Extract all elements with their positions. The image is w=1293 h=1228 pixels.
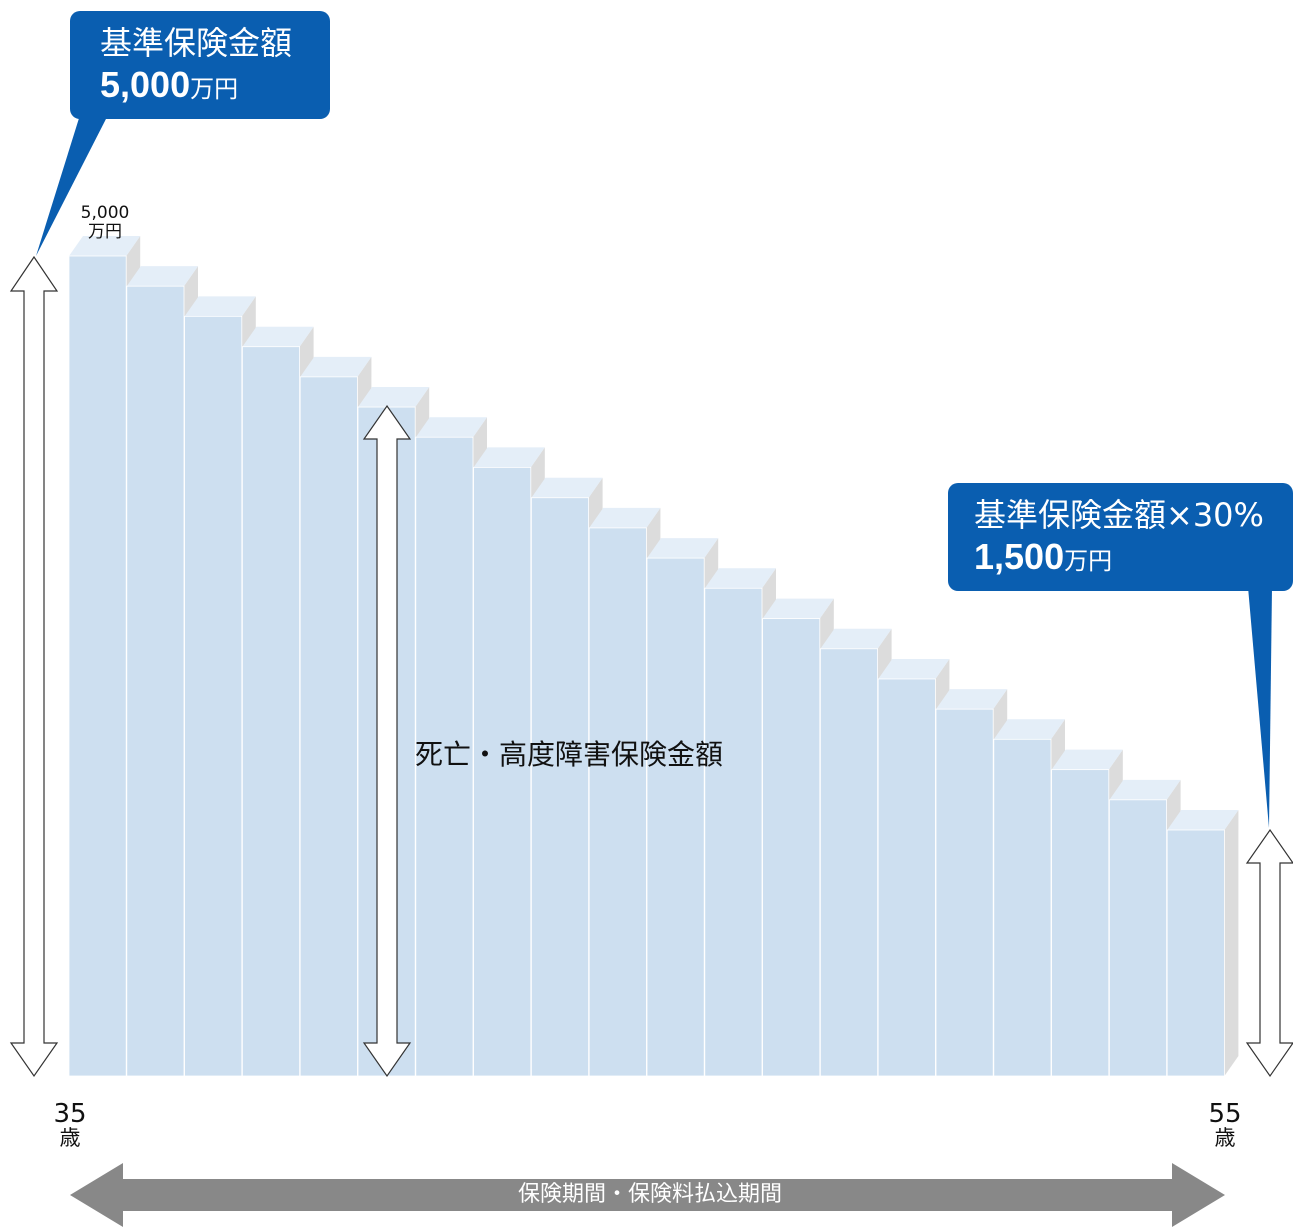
bar-top: [589, 507, 661, 528]
callout-right-title: 基準保険金額×30%: [974, 496, 1264, 534]
callout-left-unit: 万円: [190, 75, 239, 103]
callout-left-amount-line: 5,000万円: [100, 63, 330, 114]
bar-top: [415, 417, 487, 438]
period-arrow: [70, 1163, 1225, 1227]
bar-top: [69, 236, 141, 256]
start-age-value: 35: [53, 1099, 87, 1129]
callout-minimum-amount: 基準保険金額×30% 1,500万円: [948, 483, 1293, 591]
full-amount-double-arrow: [9, 255, 59, 1078]
bar-front: [299, 376, 358, 1077]
callout-right-amount-line: 1,500万円: [974, 535, 1293, 586]
bar-front: [1051, 769, 1110, 1077]
death-benefit-label: 死亡・高度障害保険金額: [415, 738, 724, 771]
bar-front: [704, 587, 763, 1077]
bar-front: [1109, 799, 1168, 1077]
minimum-amount-double-arrow: [1245, 828, 1293, 1078]
end-age-value: 55: [1208, 1099, 1242, 1129]
bar-top: [300, 356, 372, 377]
bars-group: [68, 236, 1239, 1077]
bar: [1166, 810, 1239, 1077]
end-age-unit: 歳: [1214, 1126, 1236, 1150]
bar-top: [1051, 749, 1123, 770]
bar-top: [531, 477, 603, 498]
bar-top: [647, 538, 719, 559]
bar-top: [184, 296, 256, 317]
callout-right-unit: 万円: [1064, 547, 1113, 575]
bar-front: [473, 466, 532, 1077]
bar-front: [531, 497, 590, 1077]
bar-front: [588, 527, 647, 1077]
bar-front: [184, 315, 243, 1077]
bar-front: [126, 285, 185, 1077]
bar-front: [241, 346, 300, 1077]
bar-top: [704, 568, 776, 589]
bar-front: [820, 648, 879, 1077]
callout-left-pointer: [36, 115, 108, 256]
callout-right-pointer: [1248, 587, 1272, 828]
start-age-label: 35 歳: [40, 1101, 100, 1149]
bar-top: [762, 598, 834, 619]
bar-top: [358, 387, 430, 408]
callout-left-amount: 5,000: [100, 64, 191, 105]
bar-front: [935, 708, 994, 1077]
chart-decor: [9, 115, 1293, 1227]
bar-front: [68, 255, 127, 1077]
top-bar-value-label: 5,000 万円: [68, 204, 142, 242]
death-amount-double-arrow: [362, 404, 412, 1078]
callout-base-amount: 基準保険金額 5,000万円: [70, 11, 330, 119]
callout-right-amount: 1,500: [974, 536, 1065, 577]
bar-top: [878, 658, 950, 679]
bar-front: [877, 678, 936, 1077]
bar-top: [126, 266, 198, 287]
bar-top: [1167, 810, 1239, 830]
bar-top: [1109, 779, 1181, 800]
bar-top: [820, 628, 892, 649]
bar-front: [1166, 829, 1225, 1077]
start-age-unit: 歳: [59, 1126, 81, 1150]
bar-top: [993, 719, 1065, 740]
period-label: 保険期間・保険料払込期間: [517, 1182, 782, 1207]
bar-front: [646, 557, 705, 1077]
bar-top: [473, 447, 545, 468]
bar-front: [762, 618, 821, 1077]
bar-top: [936, 689, 1008, 710]
callout-left-title: 基準保険金額: [100, 24, 293, 62]
bar-top: [242, 326, 314, 347]
top-bar-value: 5,000: [80, 203, 130, 223]
end-age-label: 55 歳: [1195, 1101, 1255, 1149]
bar-side: [1224, 810, 1239, 1076]
bar-front: [415, 436, 474, 1077]
bar-front: [993, 738, 1052, 1077]
top-bar-unit: 万円: [88, 222, 122, 242]
